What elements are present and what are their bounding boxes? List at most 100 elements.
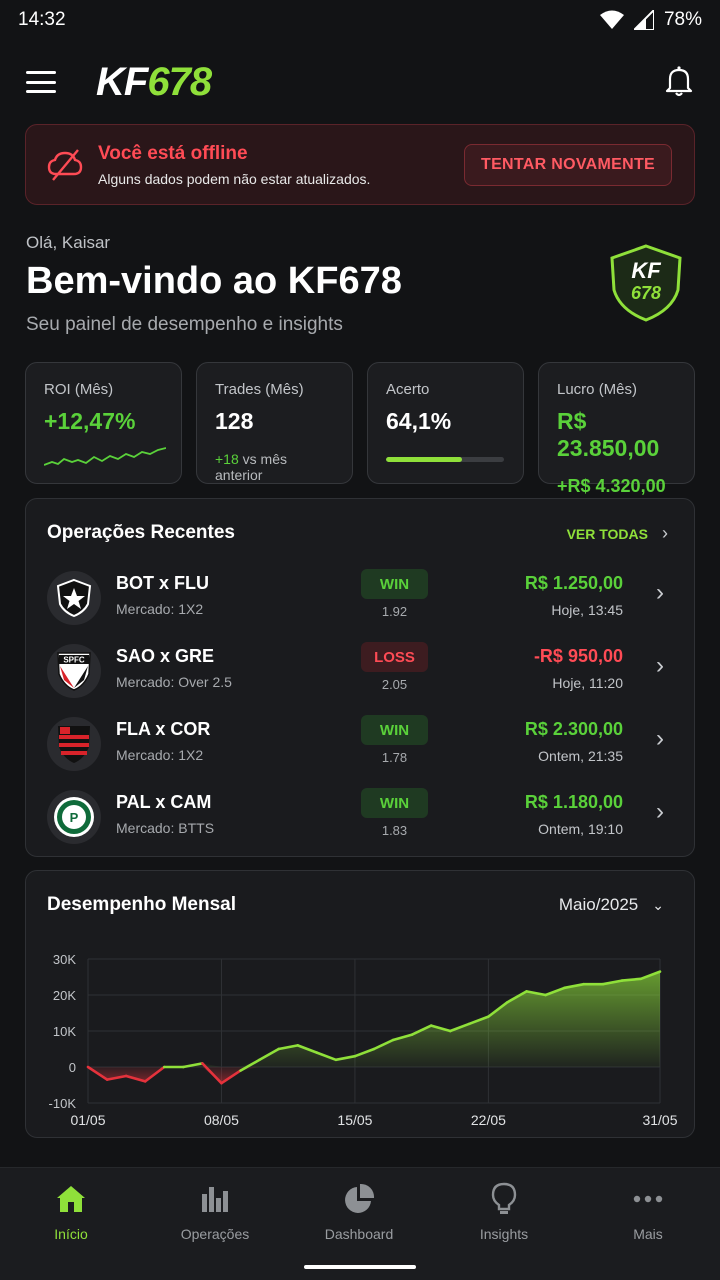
accuracy-progress-bar xyxy=(386,457,504,462)
stat-label: ROI (Mês) xyxy=(44,381,114,398)
profit-delta: +R$ 4.320,00 xyxy=(557,476,666,496)
offline-banner: Você está offline Alguns dados podem não… xyxy=(25,124,695,205)
operation-amount: R$ 1.250,00 xyxy=(524,573,623,593)
series-line-segment xyxy=(220,1069,242,1085)
bar-chart-icon xyxy=(198,1182,232,1216)
flamengo-crest-icon xyxy=(47,717,101,771)
operation-amount: R$ 2.300,00 xyxy=(524,719,623,739)
stat-card-accuracy[interactable]: Acerto 64,1% xyxy=(367,362,524,484)
operation-row[interactable]: P PAL x CAM Mercado: BTTS WIN 1.83 R$ 1.… xyxy=(26,784,696,857)
operation-odd: 2.05 xyxy=(381,677,408,692)
month-selector[interactable]: Maio/2025 ⌄ xyxy=(558,895,664,914)
performance-card: Desempenho Mensal Maio/2025 ⌄ 30K 20K 10K 0 -… xyxy=(25,870,695,1138)
series-line-segment xyxy=(410,1024,433,1036)
operation-match: BOT x FLU xyxy=(116,573,209,593)
operation-match: PAL x CAM xyxy=(116,792,212,812)
status-bar: 14:32 78% xyxy=(0,0,720,40)
operation-market: Mercado: 1X2 xyxy=(116,747,204,763)
series-line-segment xyxy=(506,990,528,1004)
operation-odd: 1.78 xyxy=(381,750,408,765)
series-line-segment xyxy=(448,1022,471,1033)
series-line-segment xyxy=(315,1051,338,1062)
y-tick-label: 10K xyxy=(53,1024,76,1039)
svg-text:KF: KF xyxy=(631,258,661,283)
recent-operations-card: Operações Recentes VER TODAS › BOT x FLU … xyxy=(25,498,695,857)
nav-label: Início xyxy=(54,1226,88,1242)
stat-card-roi[interactable]: ROI (Mês) +12,47% xyxy=(25,362,182,484)
more-icon xyxy=(631,1182,665,1216)
stat-value: 64,1% xyxy=(386,408,452,434)
home-indicator xyxy=(304,1265,416,1269)
series-line-segment xyxy=(601,979,624,986)
operation-row[interactable]: BOT x FLU Mercado: 1X2 WIN 1.92 R$ 1.250… xyxy=(26,565,696,638)
series-line-segment xyxy=(544,986,566,997)
retry-button[interactable]: TENTAR NOVAMENTE xyxy=(464,144,672,186)
trades-delta: +18 vs mês anterior xyxy=(215,451,287,483)
see-all-link[interactable]: VER TODAS › xyxy=(566,523,668,543)
series-line-segment xyxy=(182,1062,204,1069)
series-line-segment xyxy=(201,1062,223,1085)
home-icon xyxy=(54,1182,88,1216)
wifi-icon xyxy=(599,10,624,29)
y-tick-label: 20K xyxy=(53,988,76,1003)
chevron-right-icon: › xyxy=(656,725,664,752)
roi-sparkline xyxy=(43,447,167,466)
series-line-segment xyxy=(239,1058,261,1072)
stat-value: +12,47% xyxy=(44,408,136,434)
page-subtitle: Seu painel de desempenho e insights xyxy=(26,314,343,335)
nav-item-operations[interactable]: Operações xyxy=(160,1182,270,1242)
operation-row[interactable]: FLA x COR Mercado: 1X2 WIN 1.78 R$ 2.300… xyxy=(26,711,696,784)
operation-time: Hoje, 13:45 xyxy=(551,602,623,618)
palmeiras-crest-icon: P xyxy=(47,790,101,844)
x-tick-label: 31/05 xyxy=(642,1112,677,1128)
svg-text:P: P xyxy=(70,810,79,825)
operation-odd: 1.83 xyxy=(381,823,408,838)
stat-value: R$ 23.850,00 xyxy=(557,408,660,461)
operation-amount: R$ 1.180,00 xyxy=(524,792,623,812)
app-logo: KF678 xyxy=(96,59,212,104)
kf678-badge-logo: KF 678 xyxy=(610,244,682,322)
series-line-segment xyxy=(296,1044,319,1054)
series-line-segment xyxy=(334,1054,357,1062)
offline-subtitle: Alguns dados podem não estar atualizados… xyxy=(98,170,371,187)
svg-text:SPFC: SPFC xyxy=(63,656,85,665)
bell-icon[interactable] xyxy=(662,64,696,98)
nav-label: Insights xyxy=(479,1226,529,1242)
x-tick-label: 01/05 xyxy=(70,1112,105,1128)
offline-title: Você está offline xyxy=(98,142,248,164)
stat-value: 128 xyxy=(215,408,254,434)
menu-icon[interactable] xyxy=(26,71,56,93)
series-line-segment xyxy=(429,1024,452,1033)
series-line-segment xyxy=(391,1033,414,1042)
y-tick-label: 0 xyxy=(69,1060,76,1075)
stat-card-trades[interactable]: Trades (Mês) 128 +18 vs mês anterior xyxy=(196,362,353,484)
area-negative xyxy=(88,1067,660,1084)
nav-item-more[interactable]: Mais xyxy=(593,1182,703,1242)
series-line-segment xyxy=(124,1074,147,1083)
nav-item-insights[interactable]: Insights xyxy=(449,1182,559,1242)
y-tick-label: 30K xyxy=(53,952,76,967)
series-line-segment xyxy=(86,1065,109,1081)
series-line-segment xyxy=(563,982,586,990)
accuracy-progress-fill xyxy=(386,457,462,462)
nav-item-dashboard[interactable]: Dashboard xyxy=(304,1182,414,1242)
operation-market: Mercado: 1X2 xyxy=(116,601,204,617)
saopaulo-crest-icon: SPFC xyxy=(47,644,101,698)
stat-label: Acerto xyxy=(386,381,430,398)
operation-row[interactable]: SPFC SAO x GRE Mercado: Over 2.5 LOSS 2.… xyxy=(26,638,696,711)
result-badge: WIN xyxy=(361,569,428,599)
nav-item-home[interactable]: Início xyxy=(16,1182,126,1242)
operation-market: Mercado: Over 2.5 xyxy=(116,674,232,690)
stat-label: Trades (Mês) xyxy=(215,381,304,398)
area-positive xyxy=(88,971,660,1067)
result-badge: WIN xyxy=(361,788,428,818)
stat-card-profit[interactable]: Lucro (Mês) R$ 23.850,00 +R$ 4.320,00 xyxy=(538,362,695,496)
pie-chart-icon xyxy=(342,1182,376,1216)
operation-odd: 1.92 xyxy=(381,604,408,619)
x-tick-label: 08/05 xyxy=(204,1112,239,1128)
operation-time: Ontem, 21:35 xyxy=(538,748,623,764)
page-title: Bem-vindo ao KF678 xyxy=(26,260,402,302)
y-tick-label: -10K xyxy=(49,1096,77,1111)
cloud-off-icon xyxy=(47,148,83,181)
